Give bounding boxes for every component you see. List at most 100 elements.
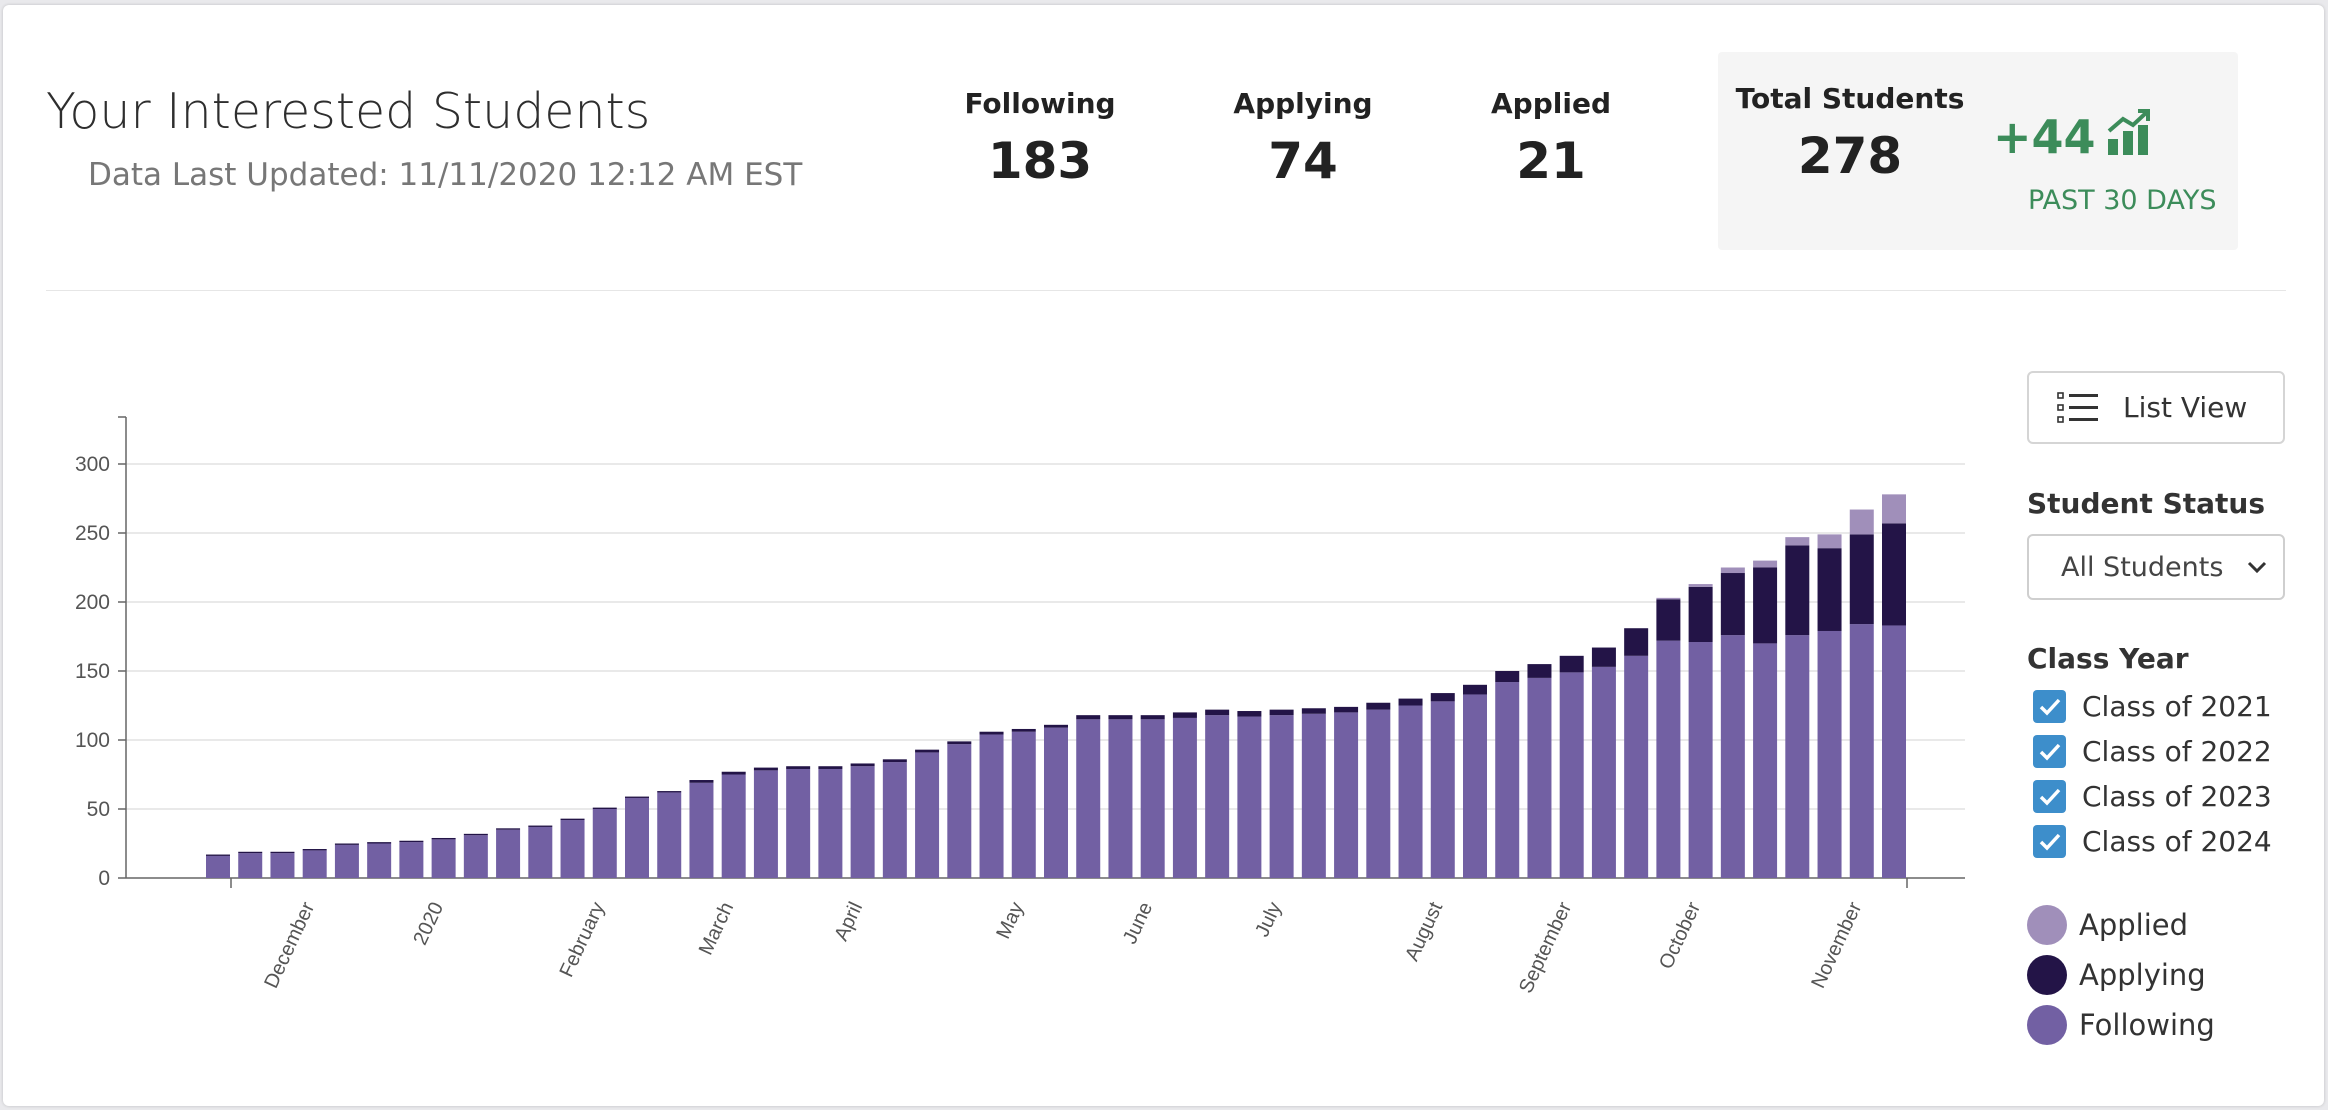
x-tick-label: August bbox=[1401, 898, 1447, 964]
bar-following bbox=[1527, 677, 1552, 878]
bar-applying bbox=[1849, 534, 1874, 625]
bar-following bbox=[1366, 709, 1391, 878]
list-view-label: List View bbox=[2123, 391, 2248, 424]
x-tick-label: November bbox=[1807, 899, 1866, 992]
bar-applying bbox=[1527, 664, 1552, 678]
bar-following bbox=[689, 782, 714, 878]
bar-applying bbox=[818, 766, 843, 769]
trend-up-icon bbox=[2096, 107, 2152, 166]
student-status-heading: Student Status bbox=[2027, 487, 2266, 520]
bar-applying bbox=[1495, 671, 1520, 683]
bar-following bbox=[367, 843, 392, 878]
stat-total: Total Students 278 bbox=[1730, 82, 1970, 185]
class-2021-label: Class of 2021 bbox=[2082, 690, 2272, 723]
bar-applied bbox=[1720, 567, 1745, 574]
bar-applying bbox=[1430, 693, 1455, 702]
checkmark-icon bbox=[2033, 780, 2066, 813]
bar-applied bbox=[1656, 597, 1681, 600]
class-2023-checkbox[interactable]: Class of 2023 bbox=[2033, 780, 2272, 813]
bar-following bbox=[1591, 666, 1616, 878]
bar-following bbox=[302, 850, 327, 878]
bar-applying bbox=[1140, 715, 1165, 720]
legend-applied: Applied bbox=[2027, 905, 2188, 945]
bar-following bbox=[657, 792, 682, 878]
bar-applying bbox=[1785, 545, 1810, 636]
y-tick-label: 200 bbox=[75, 591, 110, 614]
student-status-value: All Students bbox=[2061, 551, 2224, 583]
growth-delta: +44 bbox=[1993, 107, 2152, 166]
last-updated-text: Data Last Updated: 11/11/2020 12:12 AM E… bbox=[88, 157, 803, 193]
bar-following bbox=[1108, 719, 1133, 878]
student-status-select[interactable]: All Students bbox=[2027, 534, 2285, 600]
bar-following bbox=[1624, 655, 1649, 878]
y-tick-label: 0 bbox=[98, 867, 110, 890]
bar-applying bbox=[528, 825, 553, 827]
bar-applying bbox=[1011, 728, 1036, 732]
bar-following bbox=[1495, 682, 1520, 878]
bar-applying bbox=[786, 766, 811, 769]
bar-following bbox=[1753, 643, 1778, 878]
class-2022-checkbox[interactable]: Class of 2022 bbox=[2033, 735, 2272, 768]
bar-applying bbox=[850, 763, 875, 767]
legend-following-swatch bbox=[2027, 1005, 2067, 1045]
bar-following bbox=[753, 770, 778, 878]
bar-applying bbox=[947, 741, 972, 745]
bar-applying bbox=[657, 791, 682, 793]
legend-following-label: Following bbox=[2079, 1008, 2215, 1042]
bar-following bbox=[882, 762, 907, 878]
bar-following bbox=[463, 835, 488, 878]
bar-applied bbox=[1753, 560, 1778, 568]
bar-applying bbox=[270, 851, 295, 854]
bar-applying bbox=[753, 767, 778, 771]
bar-following bbox=[1011, 731, 1036, 878]
class-2024-label: Class of 2024 bbox=[2082, 825, 2272, 858]
bar-applying bbox=[721, 771, 746, 775]
bar-applying bbox=[882, 759, 907, 763]
legend-following: Following bbox=[2027, 1005, 2215, 1045]
bar-applying bbox=[367, 842, 392, 844]
total-students-box: Total Students 278 bbox=[1718, 52, 2238, 250]
bar-applying bbox=[1688, 586, 1713, 643]
bar-applying bbox=[1591, 647, 1616, 667]
stat-total-value: 278 bbox=[1797, 127, 1903, 185]
bar-applied bbox=[1882, 494, 1906, 524]
class-2024-checkbox[interactable]: Class of 2024 bbox=[2033, 825, 2272, 858]
bar-applying bbox=[302, 849, 327, 851]
bar-applying bbox=[560, 818, 585, 821]
bar-following bbox=[1205, 715, 1230, 878]
bar-following bbox=[1849, 624, 1874, 878]
x-tick-label: 2020 bbox=[409, 899, 448, 949]
stat-following-value: 183 bbox=[987, 132, 1093, 190]
list-view-button[interactable]: List View bbox=[2027, 371, 2285, 444]
legend-applied-swatch bbox=[2027, 905, 2067, 945]
bar-applying bbox=[1366, 702, 1391, 710]
bar-following bbox=[528, 826, 553, 878]
x-tick-label: October bbox=[1655, 899, 1705, 973]
stat-applying: Applying 74 bbox=[1183, 87, 1423, 190]
bar-applying bbox=[1656, 599, 1681, 641]
bar-following bbox=[1559, 672, 1584, 878]
legend-applying-label: Applying bbox=[2079, 958, 2206, 992]
bar-applying bbox=[1753, 567, 1778, 644]
y-tick-label: 100 bbox=[75, 729, 110, 752]
stat-total-label: Total Students bbox=[1735, 82, 1965, 115]
checkmark-icon bbox=[2033, 735, 2066, 768]
bar-applying bbox=[1237, 711, 1262, 717]
stat-applying-label: Applying bbox=[1233, 87, 1373, 120]
bar-following bbox=[947, 744, 972, 878]
bar-following bbox=[560, 820, 585, 878]
bar-following bbox=[334, 844, 359, 878]
y-tick-label: 150 bbox=[75, 660, 110, 683]
bar-following bbox=[1044, 727, 1068, 878]
bar-applying bbox=[689, 780, 714, 783]
bar-applying bbox=[334, 843, 359, 845]
y-tick-label: 300 bbox=[75, 453, 110, 476]
bar-following bbox=[1785, 635, 1810, 878]
bar-following bbox=[1237, 716, 1262, 878]
stat-following: Following 183 bbox=[920, 87, 1160, 190]
bar-following bbox=[1398, 705, 1423, 878]
bar-applied bbox=[1688, 584, 1713, 587]
class-2021-checkbox[interactable]: Class of 2021 bbox=[2033, 690, 2272, 723]
stat-applied-label: Applied bbox=[1491, 87, 1611, 120]
stat-applied: Applied 21 bbox=[1431, 87, 1671, 190]
